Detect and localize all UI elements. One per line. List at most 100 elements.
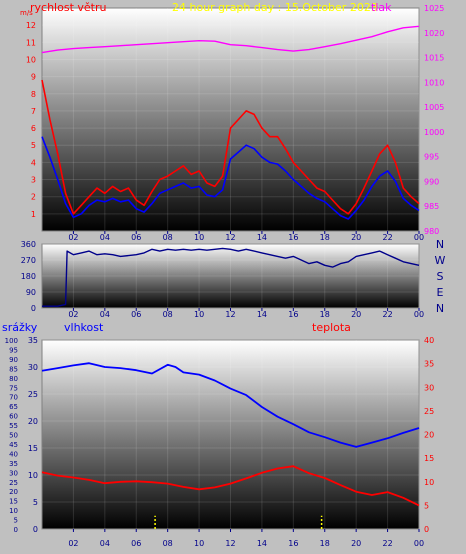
rain-tick-label: 35 (9, 460, 18, 468)
direction-tick-label: 90 (26, 288, 36, 297)
pressure-tick-label: 1020 (424, 29, 444, 38)
compass-label: N (436, 238, 444, 251)
humidity-temperature-panel (41, 339, 420, 530)
rain-tick-label: 100 (5, 337, 18, 345)
pressure-tick-label: 990 (424, 177, 439, 186)
x-tick-label: 14 (257, 539, 267, 548)
temperature-tick-label: 5 (424, 501, 429, 510)
rain-tick-label: 85 (9, 365, 18, 373)
compass-label: S (437, 270, 444, 283)
x-tick-label: 20 (351, 539, 361, 548)
wind-tick-label: 5 (31, 141, 36, 150)
wind-speed-label: rychlost větru (30, 1, 106, 14)
wind-direction-series (42, 247, 420, 307)
series-line (42, 247, 420, 307)
direction-tick-label: 270 (21, 256, 36, 265)
x-tick-label: 22 (382, 233, 392, 242)
x-tick-label: 16 (288, 310, 298, 319)
pressure-tick-label: 995 (424, 153, 439, 162)
wind-tick-label: 7 (31, 107, 36, 116)
x-tick-label: 14 (257, 233, 267, 242)
temperature-tick-label: 0 (424, 525, 429, 534)
humidity-tick-label: 30 (28, 363, 38, 372)
compass-label: E (437, 286, 444, 299)
x-tick-label: 20 (351, 310, 361, 319)
pressure-tick-label: 985 (424, 202, 439, 211)
rain-tick-label: 45 (9, 441, 18, 449)
compass-label: W (435, 254, 446, 267)
graph-title: 24 hour graph day : 15.October 2023 (172, 1, 378, 14)
x-tick-label: 22 (382, 539, 392, 548)
direction-tick-label: 180 (21, 272, 36, 281)
temperature-tick-label: 30 (424, 383, 434, 392)
wind-tick-label: 1 (31, 210, 36, 219)
temperature-tick-label: 25 (424, 407, 434, 416)
wind-unit-label: m/s (20, 9, 33, 17)
wind-tick-label: 10 (26, 55, 36, 64)
pressure-tick-label: 1010 (424, 78, 444, 87)
x-tick-label: 18 (320, 310, 330, 319)
rain-tick-label: 10 (9, 507, 18, 515)
x-tick-label: 00 (414, 233, 424, 242)
humidity-tick-label: 0 (33, 525, 38, 534)
rain-tick-label: 25 (9, 479, 18, 487)
series-line (41, 465, 420, 507)
x-tick-label: 04 (100, 310, 110, 319)
humidity-temperature-series (41, 362, 420, 529)
humidity-tick-label: 20 (28, 417, 38, 426)
rain-tick-label: 75 (9, 384, 18, 392)
temperature-tick-label: 10 (424, 478, 434, 487)
wind-pressure-series (41, 25, 420, 220)
x-tick-label: 16 (288, 233, 298, 242)
wind-direction-panel (41, 243, 420, 309)
wind-direction-grid (42, 243, 420, 309)
temperature-label: teplota (312, 321, 351, 334)
humidity-tick-label: 10 (28, 471, 38, 480)
humidity-label: vlhkost (64, 321, 104, 334)
series-line (41, 79, 420, 215)
compass-label: N (436, 302, 444, 315)
x-tick-label: 02 (68, 310, 78, 319)
rain-tick-label: 15 (9, 498, 18, 506)
rain-tick-label: 50 (9, 432, 18, 440)
rain-tick-label: 5 (14, 517, 18, 525)
x-tick-label: 08 (163, 310, 173, 319)
rain-tick-label: 70 (9, 394, 18, 402)
series-line (41, 136, 420, 220)
x-tick-label: 02 (68, 539, 78, 548)
pressure-tick-label: 980 (424, 227, 439, 236)
x-tick-label: 06 (131, 233, 141, 242)
direction-tick-label: 0 (31, 304, 36, 313)
pressure-tick-label: 1005 (424, 103, 444, 112)
pressure-tick-label: 1015 (424, 54, 444, 63)
x-tick-label: 16 (288, 539, 298, 548)
wind-tick-label: 9 (31, 73, 36, 82)
temperature-tick-label: 40 (424, 336, 434, 345)
rain-tick-label: 20 (9, 488, 18, 496)
x-tick-label: 00 (414, 310, 424, 319)
wind-tick-label: 2 (31, 193, 36, 202)
wind-tick-label: 11 (26, 38, 36, 47)
rain-tick-label: 90 (9, 356, 18, 364)
wind-pressure-ticks: 1234567891011129809859909951000100510101… (26, 4, 445, 242)
x-tick-label: 04 (100, 539, 110, 548)
x-tick-label: 22 (382, 310, 392, 319)
x-tick-label: 08 (163, 539, 173, 548)
humidity-tick-label: 25 (28, 390, 38, 399)
rain-tick-label: 60 (9, 413, 18, 421)
humidity-tick-label: 5 (33, 498, 38, 507)
rain-tick-label: 80 (9, 375, 18, 383)
humidity-tick-label: 15 (28, 444, 38, 453)
wind-tick-label: 6 (31, 124, 36, 133)
temperature-tick-label: 35 (424, 360, 434, 369)
rain-tick-label: 65 (9, 403, 18, 411)
x-tick-label: 18 (320, 539, 330, 548)
wind-tick-label: 8 (31, 90, 36, 99)
x-tick-label: 18 (320, 233, 330, 242)
x-tick-label: 06 (131, 310, 141, 319)
wind-tick-label: 3 (31, 176, 36, 185)
x-tick-label: 12 (225, 539, 235, 548)
wind-direction-ticks: 0 90 180 270 360 02 04 06 08 10 12 14 16 18 20 22 00 (21, 240, 424, 319)
